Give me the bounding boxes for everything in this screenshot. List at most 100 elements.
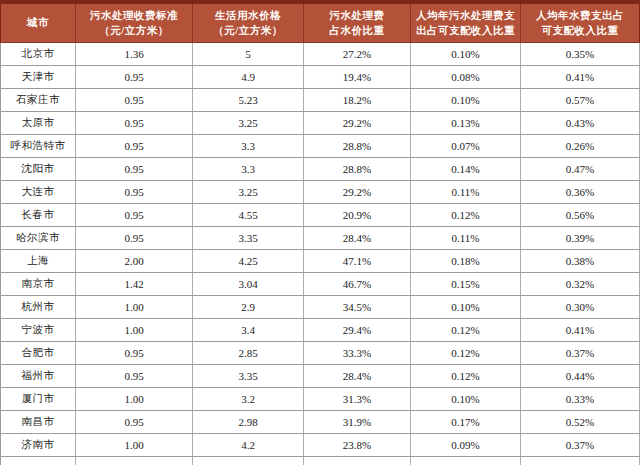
value-cell: 0.37% [521, 342, 640, 365]
value-cell: 4.2 [193, 434, 304, 457]
value-cell: 1.00 [76, 434, 193, 457]
city-cell: 福州市 [1, 365, 76, 388]
value-cell: 18.2% [304, 89, 411, 112]
value-cell: 31.9% [304, 411, 411, 434]
value-cell: 46.7% [304, 273, 411, 296]
table-row: 南京市1.423.0446.7%0.15%0.32% [1, 273, 640, 296]
value-cell: 0.52% [521, 411, 640, 434]
value-cell: 0.57% [521, 89, 640, 112]
city-cell: 杭州市 [1, 296, 76, 319]
value-cell: 1.42 [76, 273, 193, 296]
table-row: 北京市1.36527.2%0.10%0.35% [1, 43, 640, 66]
value-cell: 0.18% [411, 250, 521, 273]
city-cell: 大连市 [1, 181, 76, 204]
value-cell: 0.95 [76, 112, 193, 135]
value-cell: 0.17% [411, 411, 521, 434]
table-row: 厦门市1.003.231.3%0.10%0.33% [1, 388, 640, 411]
table-row: 太原市0.953.2529.2%0.13%0.43% [1, 112, 640, 135]
value-cell: 0.47% [521, 158, 640, 181]
value-cell: 28.8% [304, 135, 411, 158]
value-cell: 0.10% [411, 89, 521, 112]
value-cell: 5.23 [193, 89, 304, 112]
column-header-5: 人均年水费支出占 可支配收入比重 [521, 2, 640, 43]
city-cell: 宁波市 [1, 319, 76, 342]
table-row: 济南市1.004.223.8%0.09%0.37% [1, 434, 640, 457]
value-cell: 2.85 [193, 342, 304, 365]
value-cell: 29.4% [304, 319, 411, 342]
column-header-2: 生活用水价格 （元/立方米） [193, 2, 304, 43]
value-cell: 0.95 [76, 89, 193, 112]
value-cell: 0.39% [521, 227, 640, 250]
value-cell: 0.38% [521, 250, 640, 273]
value-cell: 3.4 [193, 319, 304, 342]
value-cell: 23.8% [304, 434, 411, 457]
value-cell: 0.95 [76, 181, 193, 204]
city-cell: 太原市 [1, 112, 76, 135]
value-cell: 0.41% [521, 319, 640, 342]
column-header-3: 污水处理费 占水价比重 [304, 2, 411, 43]
table-row: 长春市0.954.5520.9%0.12%0.56% [1, 204, 640, 227]
value-cell: 47.1% [304, 250, 411, 273]
value-cell: 34.5% [304, 296, 411, 319]
value-cell: 28.8% [304, 158, 411, 181]
value-cell: 0.95 [76, 66, 193, 89]
table-row: 南昌市0.952.9831.9%0.17%0.52% [1, 411, 640, 434]
empty-cell [193, 457, 304, 465]
value-cell: 2.9 [193, 296, 304, 319]
value-cell: 0.30% [521, 296, 640, 319]
header-row: 城市污水处理收费标准 （元/立方米）生活用水价格 （元/立方米）污水处理费 占水… [1, 2, 640, 43]
value-cell: 0.95 [76, 342, 193, 365]
value-cell: 4.9 [193, 66, 304, 89]
city-cell: 呼和浩特市 [1, 135, 76, 158]
value-cell: 19.4% [304, 66, 411, 89]
table-header: 城市污水处理收费标准 （元/立方米）生活用水价格 （元/立方米）污水处理费 占水… [1, 2, 640, 43]
value-cell: 0.15% [411, 273, 521, 296]
value-cell: 2.98 [193, 411, 304, 434]
value-cell: 3.35 [193, 365, 304, 388]
value-cell: 1.00 [76, 388, 193, 411]
empty-cell [304, 457, 411, 465]
value-cell: 0.33% [521, 388, 640, 411]
city-cell: 南昌市 [1, 411, 76, 434]
table-body: 北京市1.36527.2%0.10%0.35%天津市0.954.919.4%0.… [1, 43, 640, 465]
table-row: 沈阳市0.953.328.8%0.14%0.47% [1, 158, 640, 181]
value-cell: 0.43% [521, 112, 640, 135]
city-cell: 天津市 [1, 66, 76, 89]
value-cell: 1.36 [76, 43, 193, 66]
value-cell: 0.14% [411, 158, 521, 181]
value-cell: 3.04 [193, 273, 304, 296]
value-cell: 0.11% [411, 181, 521, 204]
value-cell: 5 [193, 43, 304, 66]
value-cell: 0.10% [411, 296, 521, 319]
column-header-0: 城市 [1, 2, 76, 43]
partial-row [1, 457, 640, 465]
value-cell: 3.3 [193, 135, 304, 158]
value-cell: 0.41% [521, 66, 640, 89]
empty-cell [76, 457, 193, 465]
value-cell: 0.12% [411, 365, 521, 388]
empty-cell [411, 457, 521, 465]
value-cell: 20.9% [304, 204, 411, 227]
table-row: 哈尔滨市0.953.3528.4%0.11%0.39% [1, 227, 640, 250]
value-cell: 0.95 [76, 204, 193, 227]
value-cell: 28.4% [304, 227, 411, 250]
table-row: 福州市0.953.3528.4%0.12%0.44% [1, 365, 640, 388]
value-cell: 0.26% [521, 135, 640, 158]
value-cell: 0.10% [411, 388, 521, 411]
document-page: 城市污水处理收费标准 （元/立方米）生活用水价格 （元/立方米）污水处理费 占水… [0, 0, 640, 465]
water-fee-table: 城市污水处理收费标准 （元/立方米）生活用水价格 （元/立方米）污水处理费 占水… [0, 0, 640, 465]
value-cell: 29.2% [304, 181, 411, 204]
empty-cell [521, 457, 640, 465]
value-cell: 0.08% [411, 66, 521, 89]
city-cell: 合肥市 [1, 342, 76, 365]
value-cell: 0.12% [411, 342, 521, 365]
value-cell: 0.32% [521, 273, 640, 296]
value-cell: 0.07% [411, 135, 521, 158]
city-cell: 石家庄市 [1, 89, 76, 112]
table-row: 呼和浩特市0.953.328.8%0.07%0.26% [1, 135, 640, 158]
table-row: 合肥市0.952.8533.3%0.12%0.37% [1, 342, 640, 365]
value-cell: 0.56% [521, 204, 640, 227]
city-cell: 长春市 [1, 204, 76, 227]
city-cell: 哈尔滨市 [1, 227, 76, 250]
value-cell: 1.00 [76, 319, 193, 342]
